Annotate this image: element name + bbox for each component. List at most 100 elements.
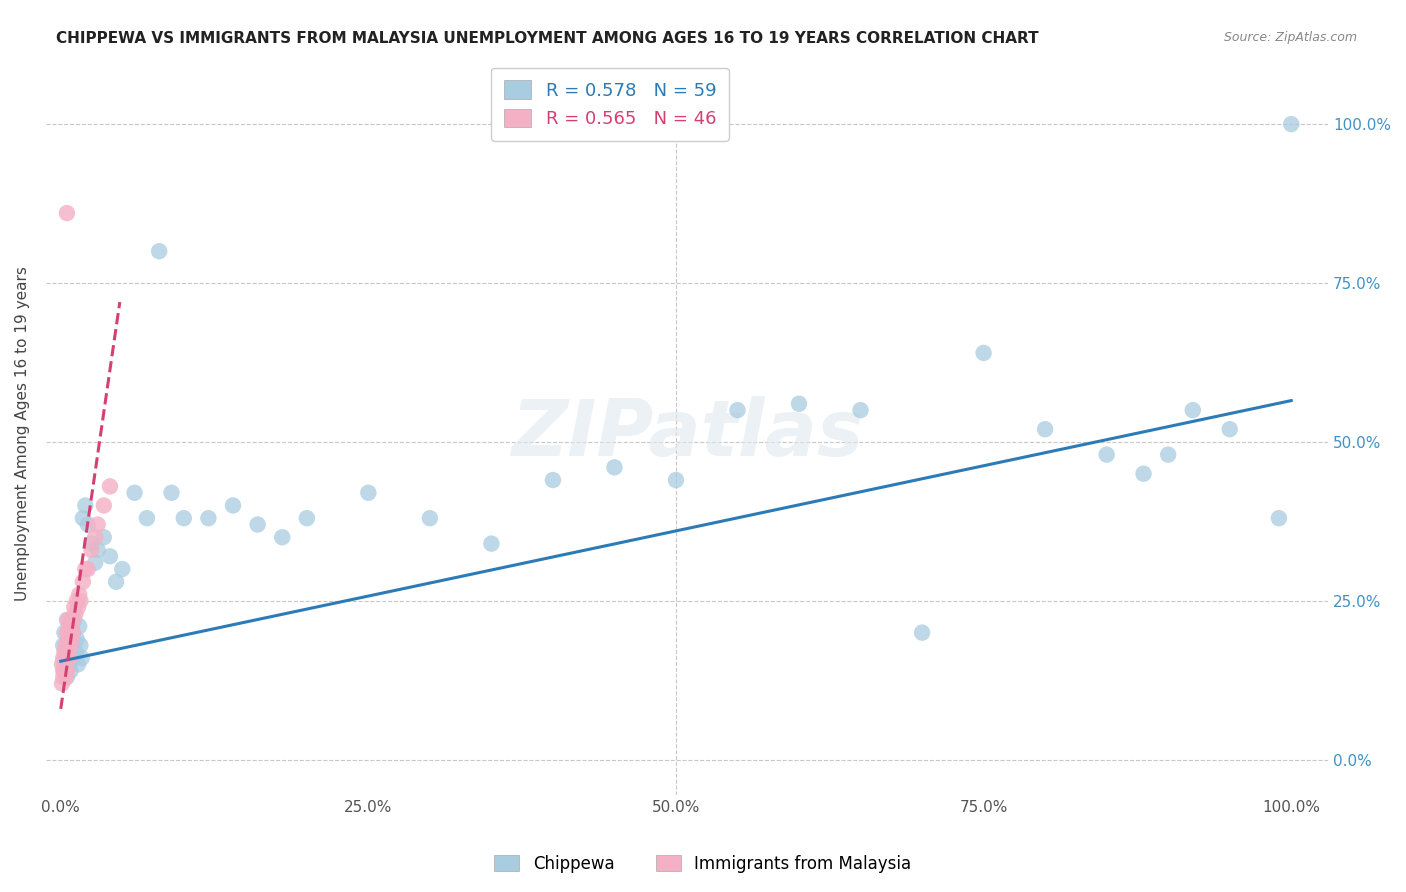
Point (56, 632, 79, 646)
Point (80, 536, 103, 550)
Point (58, 632, 80, 646)
Point (135, 511, 157, 525)
Point (67, 587, 90, 601)
Point (481, 536, 503, 550)
Point (52, 651, 75, 665)
Point (55, 651, 77, 665)
Point (66, 594, 89, 608)
Point (62, 625, 84, 640)
Point (51, 657, 73, 672)
Point (59, 664, 82, 678)
Point (603, 460, 626, 475)
Point (80, 543, 103, 558)
Point (93, 499, 115, 513)
Point (53, 645, 76, 659)
Point (72, 574, 94, 589)
Point (173, 511, 195, 525)
Point (973, 346, 995, 360)
Point (55, 670, 77, 684)
Y-axis label: Unemployment Among Ages 16 to 19 years: Unemployment Among Ages 16 to 19 years (15, 267, 30, 601)
Point (56, 638, 79, 652)
Point (665, 473, 688, 487)
Point (58, 651, 80, 665)
Point (246, 517, 269, 532)
Point (911, 625, 934, 640)
Point (1268, 511, 1291, 525)
Point (60, 632, 83, 646)
Text: CHIPPEWA VS IMMIGRANTS FROM MALAYSIA UNEMPLOYMENT AMONG AGES 16 TO 19 YEARS CORR: CHIPPEWA VS IMMIGRANTS FROM MALAYSIA UNE… (56, 31, 1039, 46)
Point (53, 625, 76, 640)
Point (53, 664, 76, 678)
Point (52, 664, 75, 678)
Point (56, 638, 79, 652)
Point (59, 613, 82, 627)
Point (98, 479, 121, 493)
Point (1279, 117, 1302, 131)
Legend: Chippewa, Immigrants from Malaysia: Chippewa, Immigrants from Malaysia (488, 848, 918, 880)
Point (160, 485, 183, 500)
Point (1033, 422, 1056, 436)
Point (1095, 448, 1118, 462)
Point (1132, 467, 1154, 481)
Point (66, 657, 89, 672)
Point (84, 530, 107, 544)
Point (60, 638, 83, 652)
Point (60, 619, 83, 633)
Point (56, 651, 79, 665)
Point (1219, 422, 1241, 436)
Point (55, 657, 77, 672)
Point (84, 556, 107, 570)
Point (66, 600, 89, 615)
Point (76, 517, 98, 532)
Point (75, 499, 97, 513)
Point (197, 511, 219, 525)
Point (222, 499, 245, 513)
Point (86, 517, 108, 532)
Point (69, 638, 91, 652)
Point (295, 511, 318, 525)
Point (66, 632, 89, 646)
Point (55, 638, 77, 652)
Point (727, 403, 749, 417)
Point (124, 485, 146, 500)
Point (111, 562, 134, 576)
Point (63, 613, 86, 627)
Point (271, 530, 294, 544)
Point (53, 664, 76, 678)
Point (419, 511, 441, 525)
Point (62, 651, 84, 665)
Point (52, 638, 75, 652)
Point (105, 574, 128, 589)
Point (56, 645, 79, 659)
Point (51, 676, 73, 690)
Point (59, 625, 82, 640)
Point (52, 670, 75, 684)
Point (63, 600, 86, 615)
Point (58, 657, 80, 672)
Point (62, 613, 84, 627)
Point (58, 619, 80, 633)
Point (53, 657, 76, 672)
Point (56, 670, 79, 684)
Point (357, 485, 380, 500)
Point (1157, 448, 1180, 462)
Point (56, 625, 79, 640)
Point (65, 645, 87, 659)
Point (98, 549, 121, 564)
Point (56, 651, 79, 665)
Point (787, 397, 810, 411)
Point (1181, 403, 1204, 417)
Text: ZIPatlas: ZIPatlas (510, 396, 863, 472)
Point (56, 613, 79, 627)
Point (56, 613, 79, 627)
Point (849, 403, 872, 417)
Point (56, 206, 79, 220)
Point (86, 543, 108, 558)
Point (67, 619, 90, 633)
Point (65, 607, 87, 621)
Point (93, 530, 115, 544)
Point (148, 244, 170, 259)
Point (76, 562, 98, 576)
Text: Source: ZipAtlas.com: Source: ZipAtlas.com (1223, 31, 1357, 45)
Point (69, 594, 91, 608)
